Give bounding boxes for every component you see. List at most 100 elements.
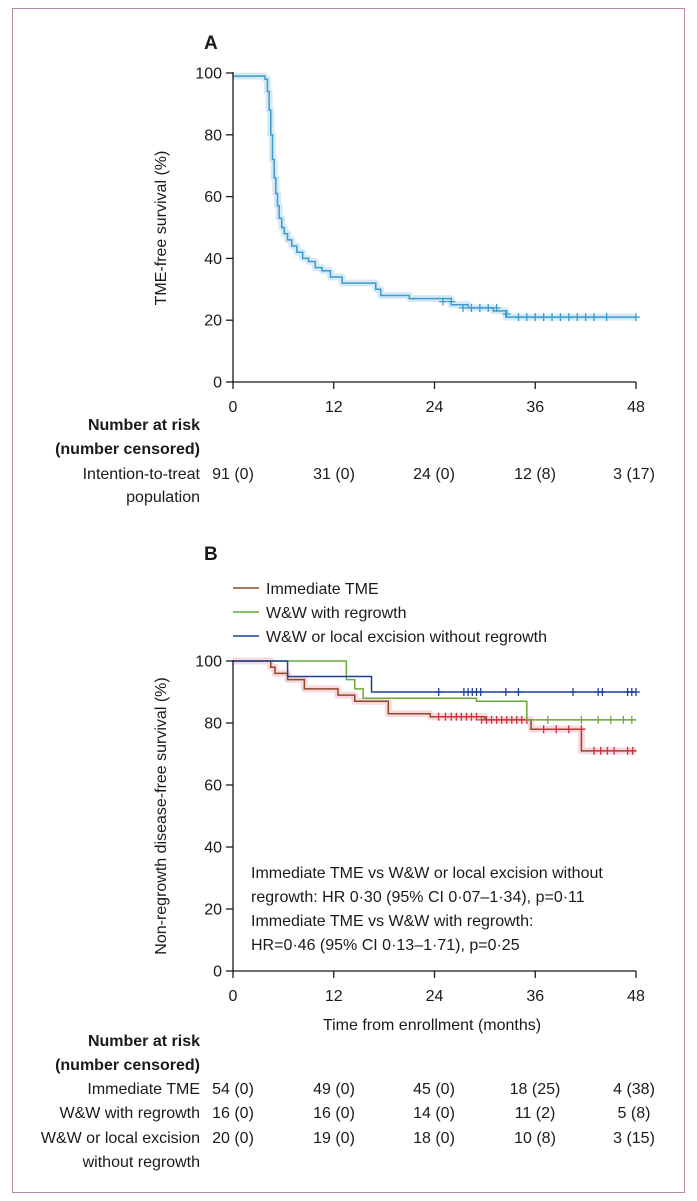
- y-tick-label: 80: [204, 716, 222, 733]
- y-tick-label: 40: [204, 840, 222, 857]
- censor-mark: [564, 725, 573, 734]
- censor-mark: [467, 303, 476, 312]
- x-tick-label: 36: [526, 399, 544, 416]
- censor-mark: [438, 297, 447, 306]
- risk-cell: 18 (0): [413, 1130, 455, 1147]
- censor-mark: [531, 313, 540, 322]
- censor-mark: [596, 746, 605, 755]
- censor-mark: [552, 725, 561, 734]
- risk-cell: 3 (17): [613, 466, 655, 483]
- panel-b-label: B: [204, 544, 218, 565]
- censor-mark: [581, 313, 590, 322]
- censor-mark: [628, 746, 637, 755]
- risk-table-b-header-1: Number at risk: [88, 1033, 200, 1050]
- panel-b-x-ticks: 0 12 24 36 48: [229, 971, 645, 1005]
- x-tick-label: 48: [627, 399, 645, 416]
- censor-mark: [447, 297, 456, 306]
- censor-mark: [434, 688, 443, 696]
- risk-cell: 31 (0): [313, 466, 355, 483]
- y-tick-label: 20: [204, 313, 222, 330]
- km-curve: [233, 660, 636, 752]
- x-tick-label: 0: [229, 988, 238, 1005]
- risk-cell: 16 (0): [212, 1105, 254, 1122]
- risk-table-b-row-label: Immediate TME: [87, 1081, 200, 1098]
- risk-cell: 11 (2): [515, 1105, 556, 1122]
- x-tick-label: 24: [426, 399, 444, 416]
- x-tick-label: 24: [426, 988, 444, 1005]
- risk-table-b-row-label: without regrowth: [82, 1154, 200, 1171]
- censor-mark: [564, 313, 573, 322]
- risk-table-a: Number at risk (number censored) Intenti…: [55, 417, 655, 506]
- censor-mark: [476, 688, 485, 696]
- risk-cell: 45 (0): [413, 1081, 455, 1098]
- y-tick-label: 80: [204, 127, 222, 144]
- censor-mark: [434, 712, 443, 721]
- risk-table-a-header-1: Number at risk: [88, 417, 200, 434]
- censor-mark: [569, 688, 578, 696]
- censor-mark: [556, 313, 565, 322]
- censor-mark: [492, 303, 501, 312]
- censor-mark: [603, 746, 612, 755]
- risk-cell: 14 (0): [413, 1105, 455, 1122]
- risk-table-b: Number at risk (number censored) Immedia…: [41, 1033, 655, 1171]
- risk-cell: 19 (0): [313, 1130, 355, 1147]
- risk-cell: 12 (8): [514, 466, 556, 483]
- panel-a-label: A: [204, 33, 218, 54]
- censor-mark: [501, 688, 510, 696]
- risk-table-a-row-label-2: population: [126, 489, 200, 506]
- panel-b-x-axis-label: Time from enrollment (months): [323, 1017, 541, 1034]
- y-tick-label: 0: [213, 375, 222, 392]
- confidence-band: [233, 657, 636, 755]
- y-tick-label: 60: [204, 189, 222, 206]
- panel-a-y-axis-label: TME-free survival (%): [153, 151, 170, 306]
- legend-label-immediate-tme: Immediate TME: [266, 581, 379, 598]
- censor-mark: [627, 715, 636, 724]
- risk-table-a-header-2: (number censored): [55, 441, 200, 458]
- panel-a-series: [233, 72, 640, 322]
- censor-mark: [459, 303, 468, 312]
- annotation-line: HR=0·46 (95% CI 0·13–1·71), p=0·25: [251, 937, 520, 954]
- censor-mark: [590, 313, 599, 322]
- censor-mark: [573, 313, 582, 322]
- censor-mark: [606, 715, 615, 724]
- panel-b-hazard-ratio-annotations: Immediate TME vs W&W or local excision w…: [251, 865, 603, 954]
- censor-mark: [610, 746, 619, 755]
- censor-mark: [475, 303, 484, 312]
- risk-table-b-header-2: (number censored): [55, 1057, 200, 1074]
- panel-a-y-ticks: 0 20 40 60 80 100: [195, 66, 233, 392]
- censor-mark: [594, 715, 603, 724]
- censor-mark: [472, 712, 481, 721]
- risk-cell: 3 (15): [613, 1130, 655, 1147]
- censor-mark: [484, 303, 493, 312]
- risk-cell: 4 (38): [613, 1081, 655, 1098]
- censor-mark: [590, 746, 599, 755]
- legend-label-ww-regrowth: W&W with regrowth: [266, 605, 406, 622]
- y-tick-label: 40: [204, 251, 222, 268]
- panel-b: B Immediate TME W&W with regrowth W&W or…: [41, 544, 655, 1171]
- annotation-line: Immediate TME vs W&W or local excision w…: [251, 865, 603, 882]
- risk-table-a-row-label-1: Intention-to-treat: [83, 466, 201, 483]
- panel-b-legend: Immediate TME W&W with regrowth W&W or l…: [233, 581, 547, 646]
- risk-cell: 5 (8): [618, 1105, 651, 1122]
- censor-mark: [577, 725, 586, 734]
- risk-table-b-row-label: W&W with regrowth: [60, 1105, 200, 1122]
- panel-a: A TME-free survival (%) 0 20 40 60 80 100 0 12…: [55, 33, 655, 506]
- censor-mark: [514, 313, 523, 322]
- confidence-band: [233, 72, 636, 321]
- annotation-line: Immediate TME vs W&W with regrowth:: [251, 913, 533, 930]
- legend-label-ww-no-regrowth: W&W or local excision without regrowth: [266, 629, 547, 646]
- risk-cell: 20 (0): [212, 1130, 254, 1147]
- panel-b-y-axis-label: Non-regrowth disease-free survival (%): [153, 677, 170, 954]
- y-tick-label: 20: [204, 902, 222, 919]
- censor-mark: [514, 688, 523, 696]
- x-tick-label: 12: [325, 399, 343, 416]
- censor-mark: [522, 313, 531, 322]
- censor-mark: [602, 313, 611, 322]
- censor-mark: [632, 313, 640, 322]
- censor-mark: [502, 310, 511, 319]
- panel-a-x-ticks: 0 12 24 36 48: [229, 382, 645, 416]
- x-tick-label: 12: [325, 988, 343, 1005]
- km-curve: [233, 660, 636, 693]
- y-tick-label: 60: [204, 778, 222, 795]
